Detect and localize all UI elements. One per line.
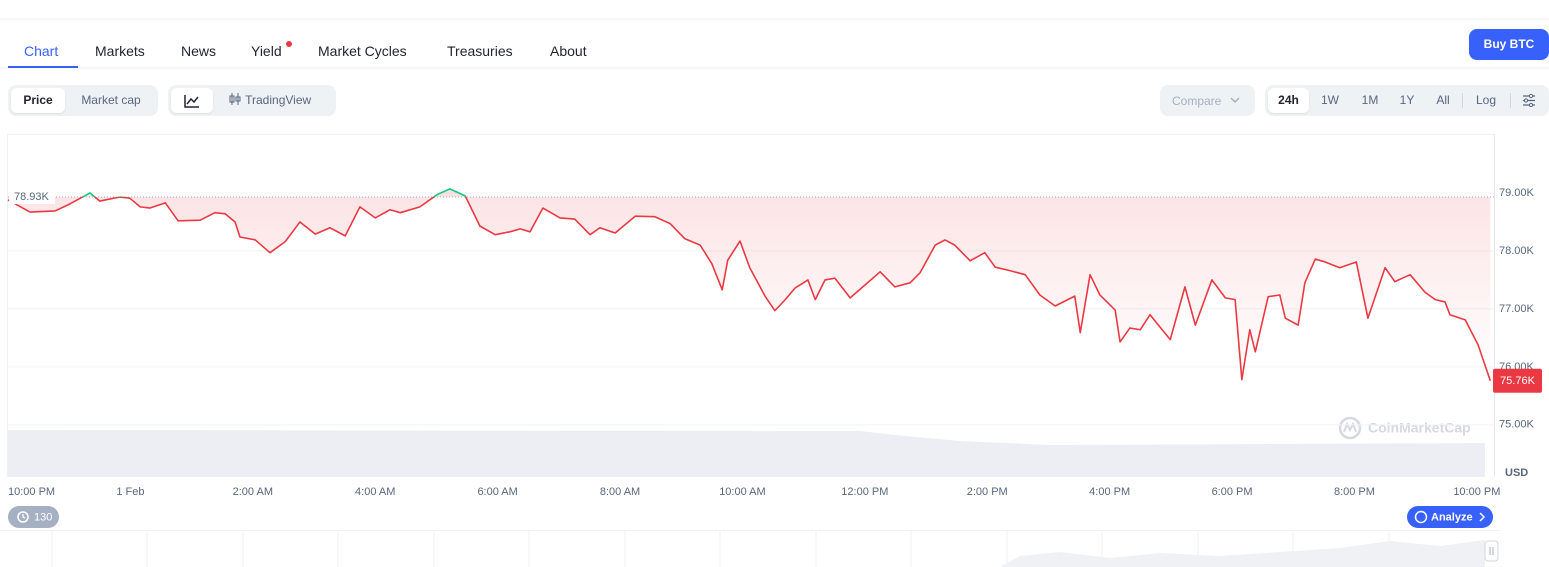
x-tick-label: 2:00 AM bbox=[233, 486, 273, 498]
analyze-chevron bbox=[1479, 512, 1486, 522]
history-badge[interactable]: 130 bbox=[8, 506, 59, 528]
nav-tab[interactable]: News bbox=[181, 43, 217, 59]
line-icon bbox=[184, 95, 199, 108]
analyze-button-bg[interactable] bbox=[1407, 506, 1493, 528]
chevron-icon bbox=[1230, 97, 1240, 104]
y-tick-label: 78.00K bbox=[1499, 245, 1535, 257]
x-tick-label: 10:00 PM bbox=[8, 486, 55, 498]
y-tick-label: 79.00K bbox=[1499, 187, 1535, 199]
watermark-logo-mark bbox=[1343, 421, 1357, 433]
nav-tab[interactable]: Treasuries bbox=[447, 43, 513, 59]
nav-tab[interactable]: About bbox=[550, 43, 587, 59]
buy-button[interactable]: Buy BTC bbox=[1469, 29, 1549, 60]
active-tab-underline bbox=[8, 66, 78, 68]
view-toggle: TradingView bbox=[168, 85, 336, 116]
y-tick-label: 77.00K bbox=[1499, 303, 1535, 315]
last-price-tag bbox=[1493, 368, 1542, 393]
nav-tab[interactable]: Markets bbox=[95, 43, 145, 59]
history-icon bbox=[17, 511, 29, 523]
x-tick-label: 1 Feb bbox=[116, 486, 144, 498]
tradingview-label: TradingView bbox=[245, 93, 312, 107]
y-tick-label: 75.00K bbox=[1499, 419, 1535, 431]
scale-option[interactable]: Log bbox=[1475, 93, 1497, 107]
range-option[interactable]: 1W bbox=[1321, 93, 1339, 107]
analyze-icon bbox=[1414, 510, 1428, 524]
navigator-handle-grip bbox=[1489, 547, 1494, 555]
watermark-logo bbox=[1338, 416, 1362, 440]
metric-option[interactable]: Market cap bbox=[81, 93, 141, 107]
range-option[interactable]: 24h bbox=[1268, 88, 1309, 113]
watermark-text: CoinMarketCap bbox=[1368, 420, 1471, 436]
x-tick-label: 8:00 AM bbox=[600, 486, 640, 498]
notification-dot bbox=[286, 41, 292, 47]
settings-icon[interactable] bbox=[1522, 94, 1536, 107]
range-option[interactable]: 1Y bbox=[1399, 93, 1415, 107]
history-badge-bg[interactable] bbox=[8, 506, 59, 528]
history-icon-hands bbox=[22, 514, 26, 519]
navigator-handle[interactable] bbox=[1484, 540, 1499, 562]
analyze-button[interactable]: Analyze bbox=[1407, 506, 1493, 528]
nav-tab[interactable]: Market Cycles bbox=[318, 43, 407, 59]
line-view-option[interactable] bbox=[171, 88, 213, 113]
nav-tab[interactable]: Yield bbox=[251, 43, 282, 59]
range-option[interactable]: All bbox=[1436, 93, 1450, 107]
x-tick-label: 6:00 AM bbox=[477, 486, 517, 498]
x-tick-label: 4:00 PM bbox=[1089, 486, 1130, 498]
nav-tab[interactable]: Chart bbox=[24, 43, 59, 59]
watermark: CoinMarketCap bbox=[1338, 416, 1471, 440]
x-tick-label: 2:00 PM bbox=[967, 486, 1008, 498]
x-tick-label: 8:00 PM bbox=[1334, 486, 1375, 498]
analyze-label: Analyze bbox=[1431, 511, 1473, 523]
y-unit: USD bbox=[1505, 467, 1528, 479]
baseline-label-bg bbox=[9, 189, 55, 205]
metric-toggle: Price Market cap bbox=[8, 85, 158, 116]
compare-label: Compare bbox=[1172, 94, 1222, 108]
tradingview-option[interactable]: TradingView bbox=[224, 88, 332, 113]
metric-option[interactable]: Price bbox=[11, 88, 65, 113]
x-tick-label: 4:00 AM bbox=[355, 486, 395, 498]
last-price-label: 75.76K bbox=[1500, 375, 1536, 387]
compare-dropdown[interactable]: Compare bbox=[1160, 85, 1255, 116]
x-tick-label: 6:00 PM bbox=[1212, 486, 1253, 498]
range-option[interactable]: 1M bbox=[1361, 93, 1379, 107]
divider bbox=[1510, 93, 1511, 108]
navigator-grid bbox=[51, 530, 1390, 567]
divider bbox=[1462, 93, 1463, 108]
x-tick-label: 10:00 AM bbox=[719, 486, 765, 498]
baseline-label: 78.93K bbox=[14, 191, 50, 203]
volume-area bbox=[8, 430, 1485, 477]
navigator bbox=[0, 530, 1500, 567]
candle-icon bbox=[229, 93, 241, 105]
area-fill bbox=[8, 188, 1491, 381]
price-line bbox=[7, 188, 1492, 382]
x-tick-label: 12:00 PM bbox=[841, 486, 888, 498]
range-toggle: 24h 1W 1M 1Y All Log bbox=[1265, 85, 1549, 116]
x-tick-label: 10:00 PM bbox=[1453, 486, 1500, 498]
navigator-area bbox=[1000, 540, 1485, 567]
history-count: 130 bbox=[34, 511, 52, 523]
